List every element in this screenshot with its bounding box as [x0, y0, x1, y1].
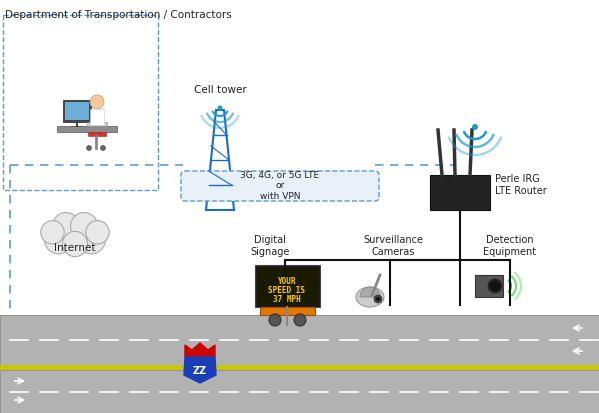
Polygon shape	[185, 343, 215, 357]
Circle shape	[41, 221, 64, 244]
Circle shape	[44, 225, 73, 254]
Text: Perle IRG
LTE Router: Perle IRG LTE Router	[495, 174, 547, 196]
Circle shape	[487, 278, 503, 294]
Bar	[430, 175, 490, 210]
Circle shape	[86, 145, 92, 150]
Bar	[255, 265, 320, 307]
Text: Cell tower: Cell tower	[193, 85, 246, 95]
Ellipse shape	[356, 287, 384, 307]
Circle shape	[490, 281, 500, 291]
Text: Detection
Equipment: Detection Equipment	[483, 235, 537, 257]
Circle shape	[376, 297, 380, 301]
Circle shape	[77, 225, 105, 254]
Circle shape	[101, 145, 105, 150]
Bar	[0, 365, 599, 370]
Bar	[0, 315, 599, 365]
Circle shape	[53, 213, 80, 240]
Bar	[87, 122, 107, 126]
Circle shape	[86, 221, 109, 244]
Circle shape	[62, 231, 87, 256]
Text: YOUR: YOUR	[278, 277, 297, 286]
Circle shape	[374, 295, 382, 303]
Text: Surveillance
Cameras: Surveillance Cameras	[363, 235, 423, 257]
Bar	[475, 275, 503, 297]
Bar	[57, 126, 117, 132]
Circle shape	[71, 213, 98, 240]
Wedge shape	[360, 287, 380, 297]
Bar	[65, 102, 89, 120]
Bar	[260, 307, 315, 315]
Circle shape	[269, 314, 281, 326]
Text: Digital
Signage: Digital Signage	[250, 235, 290, 257]
Circle shape	[294, 314, 306, 326]
Circle shape	[57, 217, 93, 253]
Bar	[71, 126, 83, 128]
FancyBboxPatch shape	[181, 171, 379, 201]
Circle shape	[472, 124, 478, 130]
Bar	[90, 109, 104, 125]
Text: Department of Transportation / Contractors: Department of Transportation / Contracto…	[5, 10, 232, 20]
Text: 3G, 4G, or 5G LTE
or
with VPN: 3G, 4G, or 5G LTE or with VPN	[240, 171, 319, 201]
Text: ZZ: ZZ	[193, 366, 207, 376]
Bar	[0, 370, 599, 413]
Text: Internet: Internet	[55, 243, 96, 253]
Bar	[88, 132, 106, 136]
Circle shape	[90, 95, 104, 109]
Bar	[258, 268, 317, 304]
Circle shape	[217, 105, 222, 111]
Bar	[63, 100, 91, 122]
Polygon shape	[184, 357, 216, 383]
Text: SPEED IS: SPEED IS	[268, 286, 305, 295]
Text: 37 MPH: 37 MPH	[273, 295, 301, 304]
